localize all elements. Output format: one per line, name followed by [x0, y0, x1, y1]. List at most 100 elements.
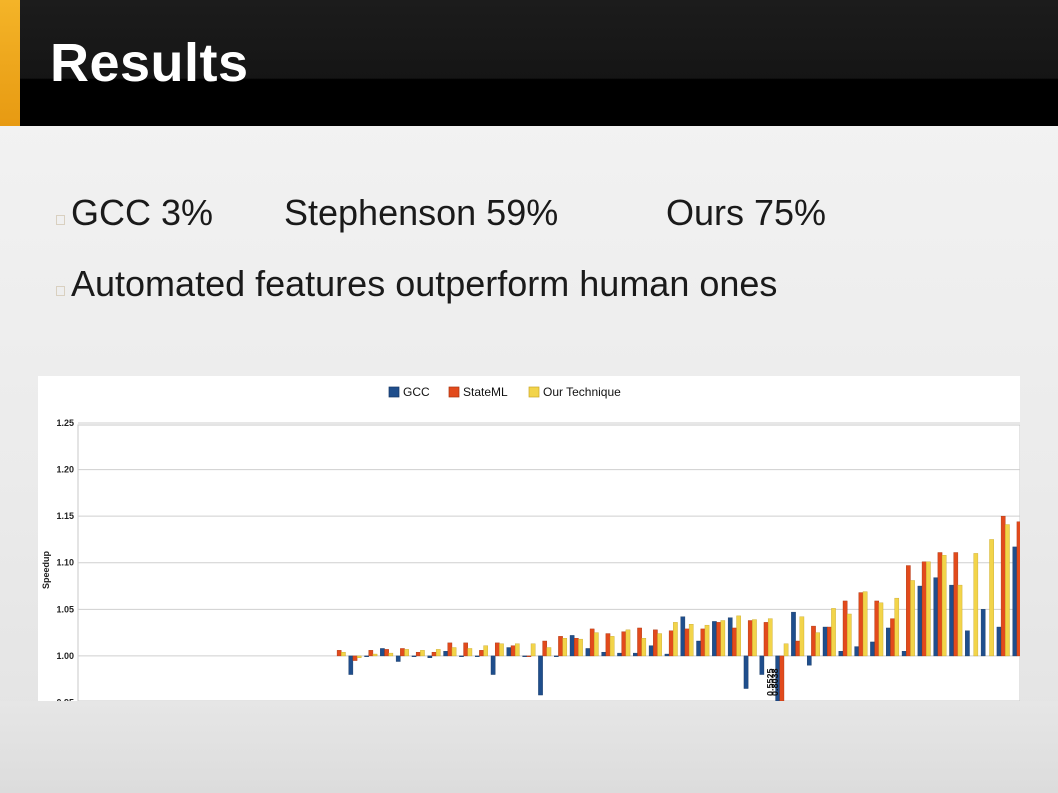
bar — [542, 640, 548, 657]
y-tick-label: 1.05 — [56, 604, 74, 614]
bar — [937, 552, 943, 657]
bar — [795, 640, 800, 657]
y-tick-label: 1.20 — [56, 465, 74, 475]
bar — [727, 617, 733, 657]
bar — [720, 620, 726, 657]
bar — [490, 655, 496, 675]
chart-svg: 0.95 1.00 1.05 1.10 1.15 1.20 1.25 Speedup GCC St… — [41, 385, 1020, 702]
bar — [633, 652, 638, 657]
bar — [336, 650, 342, 657]
stat-gcc: GCC 3% — [71, 192, 214, 233]
speedup-chart: 0.95 1.00 1.05 1.10 1.15 1.20 1.25 Speedup GCC St… — [38, 376, 1020, 701]
bar — [933, 577, 939, 657]
bar — [546, 647, 552, 657]
legend-swatch-2 — [448, 386, 460, 398]
bar — [680, 616, 686, 657]
bar — [589, 628, 595, 657]
bar — [906, 565, 911, 657]
bar — [368, 650, 374, 657]
bar — [395, 655, 401, 662]
bar — [364, 655, 369, 657]
bar — [415, 651, 421, 657]
y-tick-label: 1.15 — [56, 511, 74, 521]
bar — [980, 609, 986, 657]
bar — [858, 592, 864, 657]
bar — [356, 655, 362, 658]
bar — [617, 652, 622, 657]
bar — [926, 561, 931, 657]
legend-label-1: GCC — [403, 385, 430, 399]
bar — [815, 632, 820, 657]
bar — [941, 555, 947, 657]
bar — [704, 624, 710, 657]
stat-ours: Ours 75% — [666, 192, 827, 233]
bar — [637, 627, 642, 657]
bar — [648, 645, 654, 657]
bar — [763, 622, 769, 657]
bar — [688, 624, 694, 657]
bar — [870, 641, 875, 657]
bar — [767, 618, 773, 657]
bar — [459, 655, 464, 657]
bar — [890, 618, 895, 657]
bar — [499, 643, 504, 657]
bar — [601, 651, 607, 657]
bar — [901, 651, 907, 657]
bar — [574, 638, 579, 657]
bar — [747, 620, 753, 657]
legend-label-3: Our Technique — [543, 385, 621, 399]
bar — [783, 643, 789, 657]
bar — [811, 625, 816, 657]
bar — [917, 585, 923, 657]
bar — [700, 628, 706, 657]
bar — [996, 626, 1002, 657]
stat-stephenson: Stephenson 59% — [284, 192, 559, 233]
bar — [878, 602, 884, 657]
bar — [562, 638, 568, 657]
accent-bar — [0, 0, 20, 126]
y-tick-label: 0.95 — [56, 698, 74, 702]
bar — [479, 650, 484, 657]
bar — [435, 649, 441, 657]
bar — [842, 600, 848, 657]
bar — [621, 631, 627, 657]
bar — [467, 648, 473, 657]
bar — [447, 642, 453, 657]
bar — [886, 627, 891, 657]
bar — [431, 651, 437, 657]
bar — [400, 648, 405, 657]
bar — [341, 651, 346, 657]
bar — [806, 655, 812, 666]
bar — [989, 539, 994, 657]
bar — [1016, 521, 1020, 657]
bar — [474, 655, 480, 657]
bar — [668, 630, 674, 657]
bar — [515, 643, 520, 657]
bullet-marker — [56, 286, 65, 296]
bar — [736, 615, 741, 657]
bar — [779, 655, 785, 701]
bar — [894, 597, 900, 657]
bar — [463, 642, 468, 657]
bar — [743, 655, 749, 689]
bar — [838, 651, 844, 657]
y-axis-label: Speedup — [41, 551, 51, 590]
legend-swatch-3 — [528, 386, 540, 398]
bar — [348, 655, 354, 675]
bar-annotation: 0.5525 — [766, 668, 776, 696]
bar — [1005, 524, 1010, 657]
bar — [420, 650, 425, 657]
bar — [569, 635, 575, 657]
bar — [653, 629, 658, 657]
bar — [352, 655, 358, 661]
bar — [380, 648, 385, 657]
bar — [910, 580, 915, 657]
bar — [827, 626, 832, 657]
bar — [822, 626, 828, 657]
bar — [522, 655, 528, 657]
bar — [752, 619, 757, 657]
bar — [609, 636, 615, 657]
bullet-2-text: Automated features outperform human ones — [71, 263, 778, 304]
bar — [538, 655, 543, 696]
y-tick-label: 1.25 — [56, 418, 74, 428]
